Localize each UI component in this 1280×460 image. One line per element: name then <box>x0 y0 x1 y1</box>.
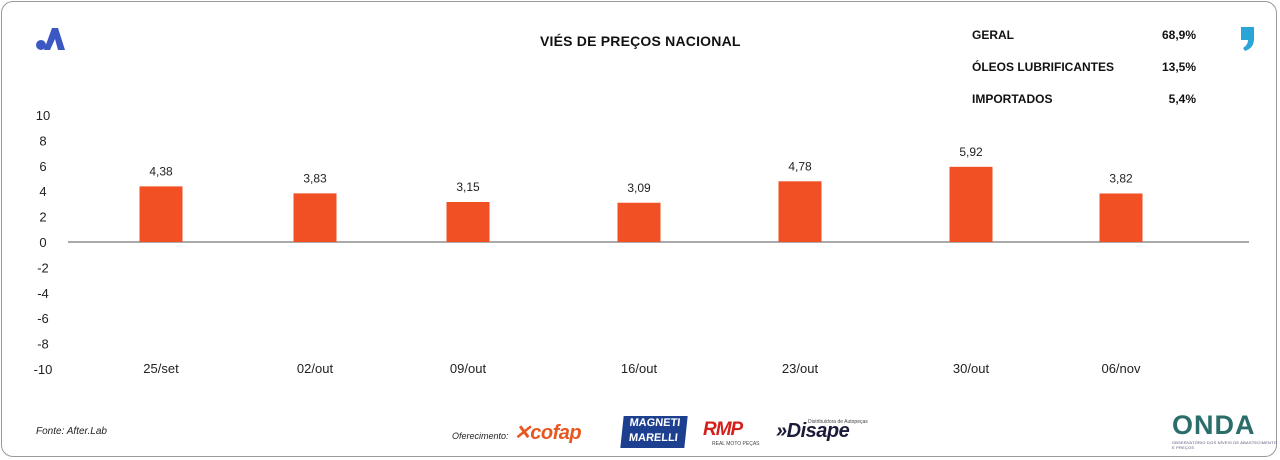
rmp-subtitle: REAL MOTO PEÇAS <box>712 441 760 447</box>
bar <box>949 166 993 242</box>
data-label: 4,78 <box>788 159 812 173</box>
cofap-wordmark: cofap <box>530 422 582 444</box>
x-tick-label: 25/set <box>143 361 179 376</box>
stats-panel: GERAL 68,9% ÓLEOS LUBRIFICANTES 13,5% IM… <box>972 28 1196 124</box>
bar <box>139 186 183 242</box>
x-tick-label: 06/nov <box>1101 361 1141 376</box>
stat-row-importados: IMPORTADOS 5,4% <box>972 92 1196 124</box>
bar <box>446 201 490 242</box>
onda-subtitle: OBSERVATÓRIO DOS NÍVEIS DE ABASTECIMENTO… <box>1172 440 1278 450</box>
bar <box>778 181 822 242</box>
stat-label: ÓLEOS LUBRIFICANTES <box>972 60 1115 74</box>
y-tick-label: 0 <box>39 235 46 250</box>
stat-row-oleos: ÓLEOS LUBRIFICANTES 13,5% <box>972 60 1196 92</box>
data-label: 3,15 <box>456 180 480 194</box>
y-tick-label: 6 <box>39 159 46 174</box>
chart-title: VIÉS DE PREÇOS NACIONAL <box>540 33 741 49</box>
disape-subtitle: Distribuidora de Autopeças <box>808 419 868 425</box>
bar <box>617 202 661 242</box>
stat-label: IMPORTADOS <box>972 92 1053 106</box>
data-label: 3,82 <box>1109 171 1133 185</box>
y-tick-label: 2 <box>39 210 46 225</box>
data-label: 4,38 <box>149 164 173 178</box>
quote-mark-icon <box>1241 27 1254 51</box>
stat-value: 68,9% <box>1161 28 1196 42</box>
stat-value: 5,4% <box>1168 92 1196 106</box>
x-tick-label: 23/out <box>782 361 819 376</box>
magneti-line1: MAGNETI <box>628 417 681 429</box>
onda-logo: ONDA <box>1172 410 1256 440</box>
magneti-marelli-logo: MAGNETI MARELLI <box>620 416 688 448</box>
y-tick-label: 10 <box>36 108 50 123</box>
cofap-mark-icon: ✕ <box>514 422 531 444</box>
x-tick-label: 02/out <box>297 361 334 376</box>
data-label: 5,92 <box>959 145 983 159</box>
cofap-logo: ✕cofap <box>514 420 582 445</box>
y-tick-label: 8 <box>39 133 46 148</box>
x-tick-label: 16/out <box>621 361 658 376</box>
stat-value: 13,5% <box>1161 60 1196 74</box>
sponsor-label: Oferecimento: <box>452 431 509 441</box>
stat-label: GERAL <box>972 28 1014 42</box>
y-tick-label: -2 <box>37 260 49 275</box>
data-label: 3,09 <box>627 181 651 195</box>
y-tick-label: 4 <box>39 184 46 199</box>
stat-row-geral: GERAL 68,9% <box>972 28 1196 60</box>
bar <box>293 193 337 242</box>
y-tick-label: -4 <box>37 286 49 301</box>
x-tick-label: 09/out <box>450 361 487 376</box>
source-note: Fonte: After.Lab <box>36 426 107 437</box>
y-tick-label: -6 <box>37 311 49 326</box>
rmp-logo: RMP <box>703 419 743 440</box>
x-tick-label: 30/out <box>953 361 990 376</box>
data-label: 3,83 <box>303 171 327 185</box>
letter-a-logo-icon <box>36 28 65 50</box>
y-tick-label: -10 <box>34 362 53 377</box>
y-tick-label: -8 <box>37 337 49 352</box>
bar <box>1099 193 1143 242</box>
disape-logo: »Disape <box>776 420 850 442</box>
magneti-line2: MARELLI <box>628 432 679 444</box>
